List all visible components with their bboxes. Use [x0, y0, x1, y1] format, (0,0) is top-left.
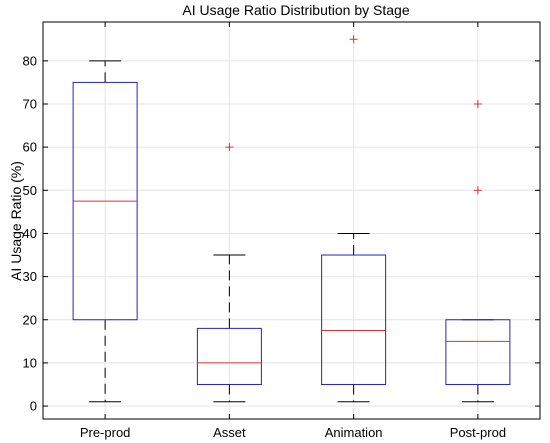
box-iqr	[196, 327, 262, 385]
grid-lines	[43, 22, 540, 419]
plot-area-frame	[42, 21, 541, 420]
y-tick-label: 0	[30, 399, 37, 414]
y-tick-label: 50	[23, 183, 37, 198]
outlier-marker	[473, 99, 482, 108]
y-tick-label: 20	[23, 312, 37, 327]
outlier-marker	[473, 186, 482, 195]
y-tick-label: 60	[23, 140, 37, 155]
tick-layer: 0 10 20 30 40 50 60 70 80 Pre-prod Asset Animation P…	[23, 22, 540, 440]
y-tick-label: 80	[23, 53, 37, 68]
box-layer	[72, 35, 511, 403]
x-tick-label: Pre-prod	[80, 425, 131, 440]
x-tick-label: Animation	[325, 425, 383, 440]
y-tick-label: 70	[23, 96, 37, 111]
outlier-marker	[349, 35, 358, 44]
chart-title: AI Usage Ratio Distribution by Stage	[182, 2, 409, 18]
y-tick-label: 30	[23, 269, 37, 284]
outlier-marker	[225, 143, 234, 152]
box-iqr	[445, 319, 511, 385]
y-axis-label: AI Usage Ratio (%)	[8, 161, 24, 281]
box-iqr	[321, 254, 387, 385]
y-tick-label: 10	[23, 355, 37, 370]
x-tick-label: Post-prod	[450, 425, 506, 440]
y-tick-label: 40	[23, 226, 37, 241]
x-tick-label: Asset	[213, 425, 246, 440]
